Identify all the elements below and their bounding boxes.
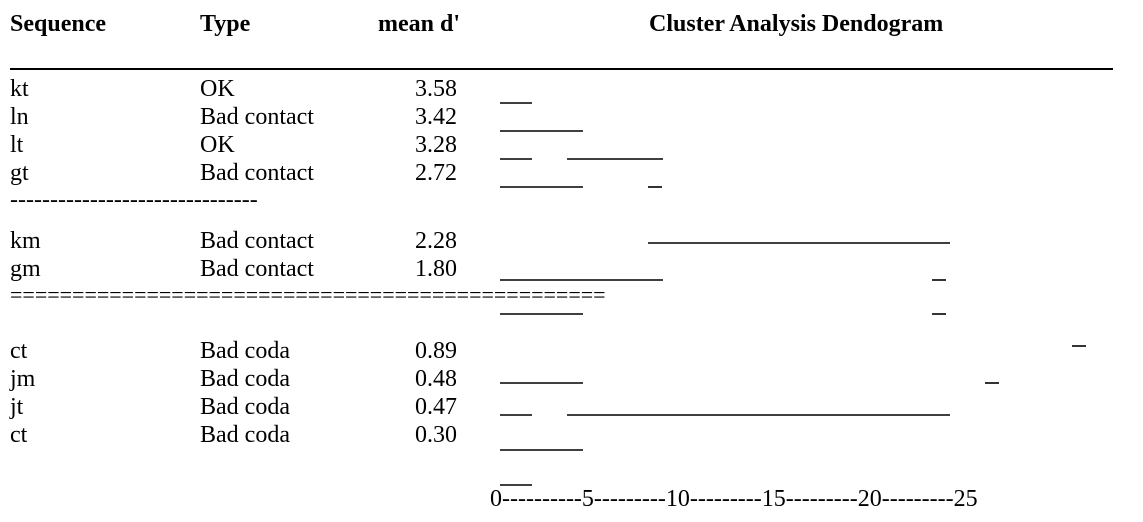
cell-mean-d: 0.89 (415, 338, 457, 364)
cell-mean-d: 0.47 (415, 394, 457, 420)
cell-type: Bad contact (200, 104, 314, 130)
cell-mean-d: 1.80 (415, 256, 457, 282)
cell-type: Bad contact (200, 160, 314, 186)
cell-sequence: ln (10, 104, 29, 130)
cell-sequence: ct (10, 422, 28, 448)
cell-type: Bad coda (200, 366, 290, 392)
cell-mean-d: 3.42 (415, 104, 457, 130)
distance-scale-axis: 0----------5---------10---------15------… (490, 486, 978, 512)
header-rule (10, 68, 1113, 70)
cell-mean-d: 3.58 (415, 76, 457, 102)
cell-sequence: km (10, 228, 41, 254)
cell-sequence: gt (10, 160, 29, 186)
cell-sequence: ct (10, 338, 28, 364)
cell-type: Bad contact (200, 228, 314, 254)
cell-type: Bad coda (200, 338, 290, 364)
cell-type: OK (200, 76, 235, 102)
cell-type: Bad contact (200, 256, 314, 282)
cell-mean-d: 3.28 (415, 132, 457, 158)
header-mean-d: mean d' (378, 11, 461, 37)
cell-mean-d: 2.28 (415, 228, 457, 254)
header-type: Type (200, 11, 251, 37)
cell-mean-d: 0.30 (415, 422, 457, 448)
cell-type: Bad coda (200, 422, 290, 448)
cell-sequence: lt (10, 132, 24, 158)
group-separator-dashes: ------------------------------- (10, 187, 258, 213)
cell-sequence: kt (10, 76, 29, 102)
cell-type: Bad coda (200, 394, 290, 420)
header-sequence: Sequence (10, 11, 106, 37)
cell-sequence: gm (10, 256, 41, 282)
cell-sequence: jm (10, 366, 36, 392)
cell-mean-d: 0.48 (415, 366, 457, 392)
cell-type: OK (200, 132, 235, 158)
cell-sequence: jt (10, 394, 24, 420)
header-dendrogram: Cluster Analysis Dendogram (649, 11, 944, 37)
cell-mean-d: 2.72 (415, 160, 457, 186)
group-separator-equals: ========================================… (10, 282, 606, 307)
